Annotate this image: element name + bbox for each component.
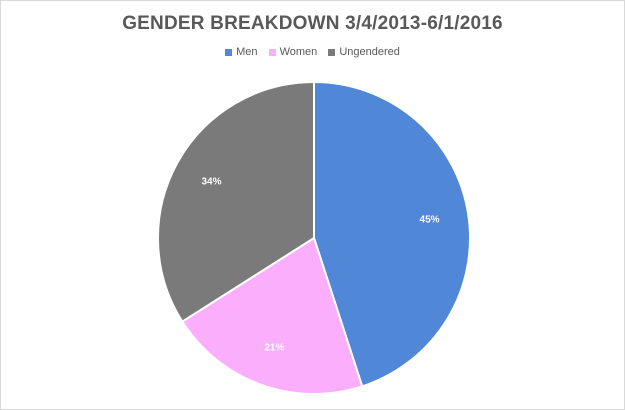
legend-swatch-women bbox=[268, 48, 276, 56]
legend-swatch-ungendered bbox=[328, 48, 336, 56]
legend-swatch-men bbox=[225, 48, 233, 56]
legend-item-ungendered: Ungendered bbox=[328, 46, 400, 58]
pie-slice-ungendered bbox=[157, 80, 315, 323]
legend-item-women: Women bbox=[268, 46, 318, 58]
legend-item-men: Men bbox=[225, 46, 258, 58]
data-label-ungendered: 34% bbox=[201, 176, 221, 187]
legend-label-men: Men bbox=[236, 46, 258, 58]
pie-slice-women bbox=[180, 236, 364, 395]
legend-label-ungendered: Ungendered bbox=[339, 46, 400, 58]
data-label-men: 45% bbox=[420, 214, 440, 225]
legend: Men Women Ungendered bbox=[1, 46, 624, 59]
data-label-women: 21% bbox=[264, 343, 284, 354]
legend-label-women: Women bbox=[279, 46, 318, 58]
pie-slice-men bbox=[313, 80, 471, 388]
chart-title: GENDER BREAKDOWN 3/4/2013-6/1/2016 bbox=[122, 13, 503, 34]
